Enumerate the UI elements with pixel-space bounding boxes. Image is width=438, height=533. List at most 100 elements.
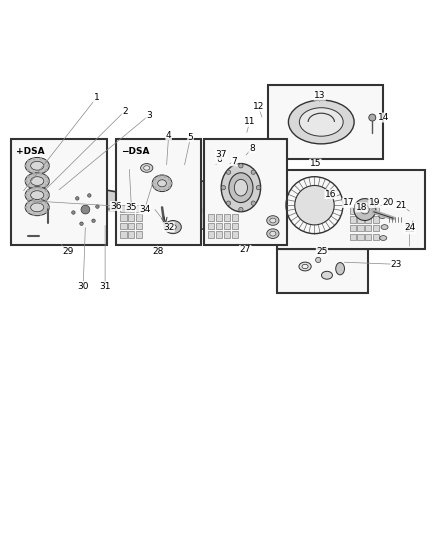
Polygon shape	[239, 151, 246, 164]
Circle shape	[92, 219, 95, 222]
Circle shape	[25, 194, 28, 197]
Circle shape	[251, 170, 255, 174]
Ellipse shape	[74, 196, 97, 224]
Circle shape	[239, 164, 243, 168]
Ellipse shape	[322, 201, 331, 215]
Polygon shape	[131, 164, 175, 181]
Ellipse shape	[23, 191, 39, 211]
Bar	[319, 211, 323, 216]
Circle shape	[32, 187, 35, 189]
Bar	[277, 170, 425, 249]
Bar	[365, 216, 371, 223]
Text: 6: 6	[216, 155, 222, 164]
Ellipse shape	[221, 164, 261, 212]
Text: 29: 29	[62, 247, 74, 256]
Text: 34: 34	[139, 205, 150, 214]
Ellipse shape	[144, 166, 150, 170]
Bar	[224, 214, 230, 221]
Bar	[216, 231, 222, 238]
Ellipse shape	[380, 236, 387, 240]
Ellipse shape	[267, 216, 279, 225]
Circle shape	[27, 211, 30, 213]
Ellipse shape	[381, 210, 384, 214]
Circle shape	[205, 157, 224, 177]
Bar	[373, 225, 379, 231]
Text: 12: 12	[253, 102, 264, 111]
Bar	[120, 223, 127, 229]
Circle shape	[75, 197, 79, 200]
Circle shape	[163, 189, 166, 191]
Circle shape	[39, 157, 42, 160]
Bar	[204, 140, 287, 245]
Bar	[208, 223, 214, 229]
Text: 4: 4	[166, 131, 171, 140]
Circle shape	[163, 175, 166, 178]
Text: 25: 25	[316, 247, 328, 256]
Ellipse shape	[49, 190, 52, 195]
Bar	[224, 231, 230, 238]
Circle shape	[32, 157, 35, 160]
Ellipse shape	[31, 188, 35, 193]
Ellipse shape	[186, 165, 190, 171]
Circle shape	[32, 172, 35, 174]
Ellipse shape	[357, 208, 361, 213]
Circle shape	[32, 187, 35, 190]
Circle shape	[158, 189, 161, 191]
Circle shape	[27, 201, 30, 204]
Ellipse shape	[404, 211, 406, 214]
Circle shape	[27, 169, 30, 172]
Ellipse shape	[69, 190, 102, 229]
Text: 23: 23	[391, 260, 402, 269]
Ellipse shape	[396, 211, 399, 214]
Bar	[120, 214, 127, 221]
Bar	[357, 225, 364, 231]
Text: 1: 1	[93, 93, 99, 102]
Text: 21: 21	[395, 201, 406, 209]
Ellipse shape	[336, 204, 343, 216]
Bar	[296, 211, 300, 217]
Ellipse shape	[234, 179, 247, 196]
Text: 16: 16	[325, 190, 336, 199]
Ellipse shape	[152, 175, 172, 191]
Ellipse shape	[39, 185, 48, 197]
Ellipse shape	[302, 264, 308, 269]
Ellipse shape	[381, 225, 388, 230]
Circle shape	[27, 184, 30, 187]
Polygon shape	[276, 207, 416, 221]
Circle shape	[226, 170, 231, 174]
Bar	[268, 85, 383, 159]
Ellipse shape	[267, 229, 279, 238]
Circle shape	[45, 184, 47, 187]
Circle shape	[45, 189, 47, 192]
Circle shape	[170, 182, 172, 184]
Bar	[216, 223, 222, 229]
Circle shape	[39, 201, 42, 204]
Ellipse shape	[25, 173, 49, 189]
Circle shape	[32, 199, 35, 201]
Text: 8: 8	[249, 144, 255, 153]
Polygon shape	[410, 211, 415, 215]
Text: 36: 36	[110, 201, 122, 211]
Circle shape	[45, 211, 47, 213]
Bar	[350, 207, 356, 214]
Circle shape	[315, 257, 321, 263]
Ellipse shape	[180, 165, 185, 171]
Circle shape	[251, 201, 255, 205]
Circle shape	[32, 173, 35, 175]
Circle shape	[27, 189, 30, 192]
Bar	[285, 211, 289, 217]
Polygon shape	[105, 190, 184, 217]
Circle shape	[27, 198, 30, 201]
Ellipse shape	[17, 183, 45, 219]
Bar	[336, 212, 340, 216]
Circle shape	[80, 222, 83, 225]
Ellipse shape	[337, 206, 342, 213]
Polygon shape	[204, 163, 210, 171]
Ellipse shape	[380, 208, 385, 216]
Text: 28: 28	[152, 247, 163, 256]
Circle shape	[354, 199, 376, 221]
Circle shape	[152, 182, 155, 184]
Text: 7: 7	[231, 157, 237, 166]
Text: 20: 20	[382, 198, 393, 207]
Text: 14: 14	[378, 113, 389, 122]
